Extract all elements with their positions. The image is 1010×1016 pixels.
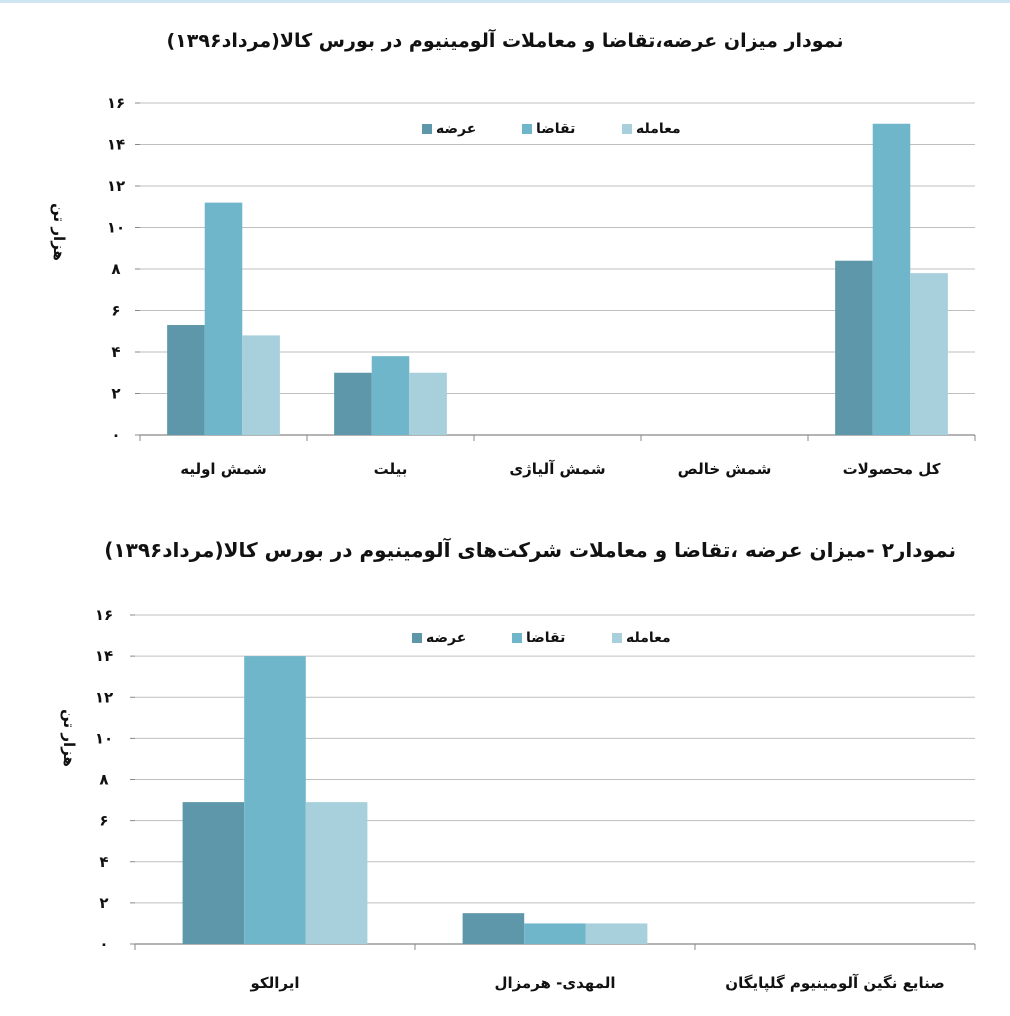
y-tick-label: ۴ <box>111 343 120 361</box>
legend-swatch-trade <box>622 124 632 134</box>
y-tick-label: ۰ <box>111 426 120 444</box>
y-tick-label: ۱۲ <box>107 177 125 195</box>
y-axis-label: هزار تن <box>60 709 78 767</box>
bar-trade <box>242 335 280 435</box>
bar-demand <box>872 123 911 435</box>
x-category-label: کل محصولات <box>843 460 941 478</box>
x-category-label: المهدی- هرمزال <box>494 974 615 992</box>
legend-swatch-demand <box>512 633 522 643</box>
y-tick-label: ۱۶ <box>95 606 113 624</box>
legend-swatch-supply <box>422 124 432 134</box>
y-tick-label: ۲ <box>111 385 120 403</box>
bar-demand <box>244 656 306 944</box>
bar-trade <box>585 923 648 944</box>
y-tick-label: ۱۴ <box>95 647 113 665</box>
y-tick-label: ۸ <box>99 771 108 789</box>
y-tick-label: ۴ <box>99 853 108 871</box>
legend-entry: معامله <box>626 630 671 646</box>
y-axis-label: هزار تن <box>50 203 68 261</box>
legend-swatch-demand <box>522 124 532 134</box>
chart-1-title: نمودار میزان عرضه،تقاضا و معاملات آلومین… <box>166 30 844 52</box>
y-tick-label: ۱۶ <box>107 94 125 112</box>
chart-2-title: نمودار۲ -میزان عرضه ،تقاضا و معاملات شرک… <box>104 538 956 562</box>
bar-trade <box>305 802 368 944</box>
y-tick-label: ۱۰ <box>95 729 113 747</box>
legend-entry: عرضه <box>426 630 466 646</box>
legend-entry: تقاضا <box>536 121 575 137</box>
legend-entry: عرضه <box>436 121 476 137</box>
x-category-label: شمش اولیه <box>180 460 267 478</box>
bar-trade <box>409 372 447 435</box>
bar-trade <box>910 273 948 435</box>
bar-supply <box>334 372 372 435</box>
bar-supply <box>462 913 525 944</box>
x-category-label: شمش آلیاژی <box>509 460 605 478</box>
y-tick-label: ۲ <box>99 894 108 912</box>
x-category-label: بیلت <box>374 460 408 478</box>
chart-1: نمودار میزان عرضه،تقاضا و معاملات آلومین… <box>0 0 1010 505</box>
y-tick-label: ۰ <box>99 935 108 953</box>
bar-demand <box>371 356 410 435</box>
chart-1-plot: ۰ ۲ ۴ ۶ ۸ ۱۰ ۱۲ ۱۴ ۱۶ شمش اولیه بیلت شمش آلیاژی شمش … <box>50 94 976 478</box>
bar-supply <box>835 260 873 435</box>
y-tick-label: ۱۲ <box>95 688 113 706</box>
x-category-label: صنایع نگین آلومینیوم گلپایگان <box>725 974 944 993</box>
y-tick-label: ۸ <box>111 260 120 278</box>
legend-entry: تقاضا <box>526 630 565 646</box>
y-tick-label: ۱۰ <box>107 219 125 237</box>
legend-entry: معامله <box>636 121 681 137</box>
x-category-label: شمش خالص <box>678 460 772 478</box>
legend-swatch-supply <box>412 633 422 643</box>
bar-demand <box>524 923 586 944</box>
y-tick-label: ۶ <box>111 302 120 320</box>
x-category-label: ایرالکو <box>249 974 299 992</box>
bar-supply <box>182 802 245 944</box>
y-tick-label: ۶ <box>99 812 108 830</box>
legend-swatch-trade <box>612 633 622 643</box>
top-accent-line <box>0 0 1010 3</box>
bar-supply <box>167 325 205 435</box>
bar-demand <box>204 202 243 435</box>
y-tick-label: ۱۴ <box>107 136 125 154</box>
